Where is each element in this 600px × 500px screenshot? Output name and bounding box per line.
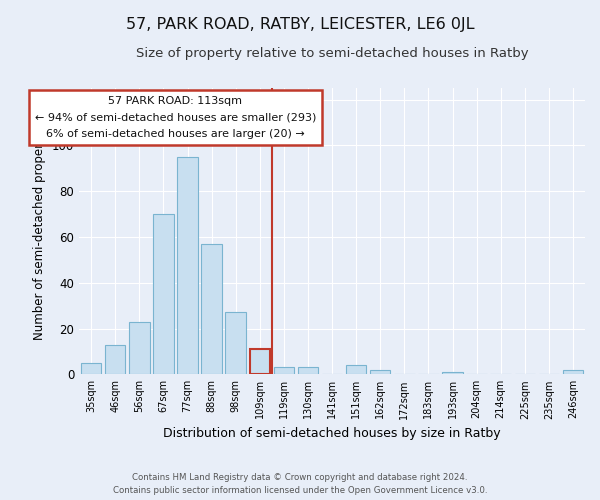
Bar [105,344,125,374]
Bar [442,372,463,374]
Bar [563,370,583,374]
Text: Contains HM Land Registry data © Crown copyright and database right 2024.
Contai: Contains HM Land Registry data © Crown c… [113,473,487,495]
Y-axis label: Number of semi-detached properties: Number of semi-detached properties [34,122,46,340]
Bar [274,368,294,374]
Bar [370,370,391,374]
Text: 57, PARK ROAD, RATBY, LEICESTER, LE6 0JL: 57, PARK ROAD, RATBY, LEICESTER, LE6 0JL [126,18,474,32]
Bar [153,214,173,374]
Bar [250,349,270,374]
Bar [177,157,198,374]
Bar [226,312,246,374]
X-axis label: Distribution of semi-detached houses by size in Ratby: Distribution of semi-detached houses by … [163,427,501,440]
Title: Size of property relative to semi-detached houses in Ratby: Size of property relative to semi-detach… [136,48,529,60]
Bar [81,363,101,374]
Bar [129,322,149,374]
Bar [202,244,222,374]
Bar [346,365,367,374]
Bar [298,368,318,374]
Text: 57 PARK ROAD: 113sqm
← 94% of semi-detached houses are smaller (293)
6% of semi-: 57 PARK ROAD: 113sqm ← 94% of semi-detac… [35,96,316,139]
